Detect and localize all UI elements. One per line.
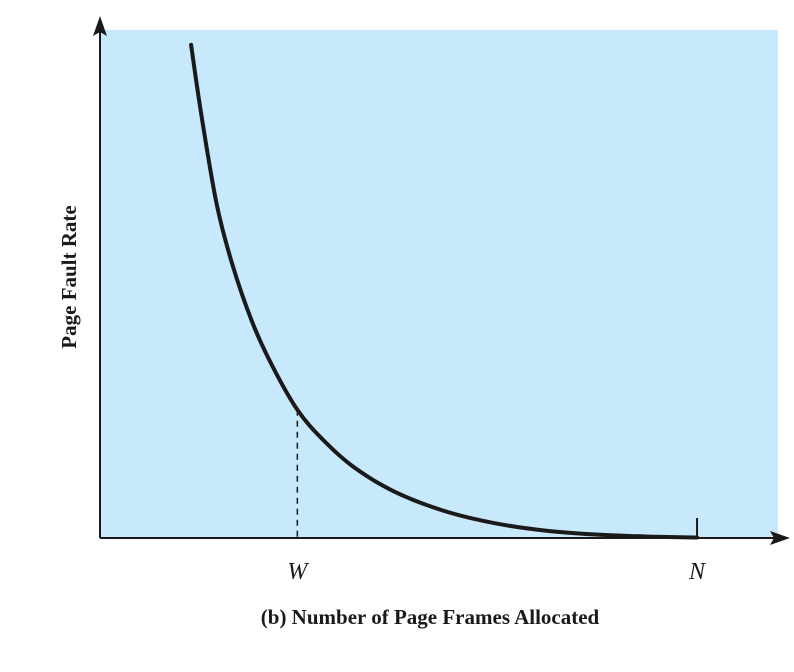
y-axis-arrowhead <box>93 16 107 36</box>
x-tick-label-w: W <box>287 559 309 585</box>
y-axis-title: Page Fault Rate <box>57 205 81 348</box>
x-tick-label-n: N <box>688 559 707 585</box>
x-axis-arrowhead <box>770 531 790 545</box>
page-fault-curve <box>189 42 700 540</box>
x-axis-title: (b) Number of Page Frames Allocated <box>261 605 600 629</box>
chart-marks <box>189 42 700 540</box>
plot-background <box>100 30 778 538</box>
